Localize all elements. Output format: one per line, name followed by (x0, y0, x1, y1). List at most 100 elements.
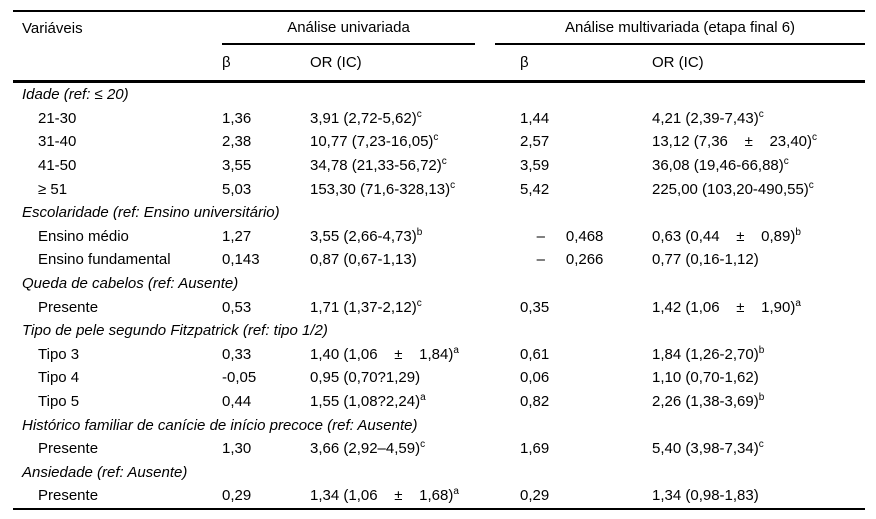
or-ci-text: 1,84 (1,26-2,70) (652, 345, 759, 363)
beta-multivariate-value: 1,69 (520, 440, 550, 458)
beta-univariate-value: 2,38 (222, 133, 252, 151)
table-row: 41-50 3,55 34,78 (21,33-56,72)c 3,59 36,08 (… (13, 154, 865, 178)
beta-univariate-value: 0,29 (222, 487, 252, 505)
or-ci-univariate-value: 3,91 (2,72-5,62)c (310, 109, 495, 127)
or-ci-text: 1,10 (0,70-1,62) (652, 369, 759, 387)
section-label: Tipo de pele segundo Fitzpatrick (ref: t… (22, 322, 328, 340)
beta-univariate-value: 3,55 (222, 157, 252, 175)
section-row: Idade (ref: ≤ 20) (13, 83, 865, 107)
table-row: Ensino médio 1,27 3,55 (2,66-4,73)b – 0,46… (13, 225, 865, 249)
or-ci-multivariate-value: 1,42 (1,06 ± 1,90)a (639, 297, 865, 316)
table-row: Tipo 3 0,33 1,40 (1,06 ± 1,84)a 0,61 1,84 (1… (13, 343, 865, 367)
or-ci-text: 3,66 (2,92–4,59) (310, 440, 421, 458)
column-group-multivariate-label: Análise multivariada (etapa final 6) (564, 19, 796, 36)
beta-univariate-value: 1,36 (222, 109, 252, 127)
section-label: Histórico familiar de canície de início … (22, 416, 418, 434)
or-ci-multivariate-value: 0,63 (0,44 ± 0,89)b (639, 227, 865, 245)
beta-multivariate-value: – 0,468 (520, 227, 604, 245)
or-ci-univariate-value: 3,66 (2,92–4,59)c (310, 439, 495, 458)
table-row: ≥ 51 5,03 153,30 (71,6-328,13)c 5,42 225,00 … (13, 177, 865, 201)
significance-superscript: a (453, 486, 459, 498)
column-header-beta-univariate: β (222, 54, 231, 71)
or-ci-multivariate-value: 4,21 (2,39-7,43)c (639, 109, 865, 127)
column-header-or-ci-univariate: OR (IC) (310, 54, 362, 71)
table-row: Tipo 5 0,44 1,55 (1,08?2,24)a 0,82 2,26 (1,3… (13, 390, 865, 414)
section-row: Tipo de pele segundo Fitzpatrick (ref: t… (13, 319, 865, 343)
or-ci-text: 0,87 (0,67-1,13) (310, 251, 417, 269)
table-row: 31-40 2,38 10,77 (7,23-16,05)c 2,57 13,12 (7… (13, 130, 865, 154)
beta-multivariate-value: 1,44 (520, 109, 550, 127)
beta-multivariate-value: 3,59 (520, 157, 550, 175)
or-ci-multivariate-value: 1,34 (0,98-1,83) (639, 487, 865, 504)
or-ci-univariate-value: 1,34 (1,06 ± 1,68)a (310, 486, 495, 505)
section-row: Ansiedade (ref: Ausente) (13, 461, 865, 485)
or-ci-multivariate-value: 13,12 (7,36 ± 23,40)c (639, 132, 865, 151)
or-ci-univariate-value: 1,71 (1,37-2,12)c (310, 298, 495, 316)
row-label: Presente (38, 440, 99, 458)
beta-multivariate-value: 0,82 (520, 393, 550, 411)
row-label: 41-50 (38, 157, 77, 175)
or-ci-univariate-value: 10,77 (7,23-16,05)c (310, 132, 495, 151)
or-ci-multivariate-value: 1,10 (0,70-1,62) (639, 369, 865, 386)
beta-multivariate-value: 2,57 (520, 133, 550, 151)
significance-superscript: c (420, 439, 426, 451)
significance-superscript: b (758, 392, 765, 404)
or-ci-multivariate-value: 0,77 (0,16-1,12) (639, 251, 865, 268)
significance-superscript: c (808, 179, 814, 191)
or-ci-text: 1,55 (1,08?2,24) (310, 393, 421, 411)
significance-superscript: c (812, 132, 817, 144)
significance-superscript: c (433, 132, 439, 144)
beta-univariate-value: 5,03 (222, 180, 252, 198)
table-row: Presente 0,53 1,71 (1,37-2,12)c 0,35 1,42 (1… (13, 295, 865, 319)
row-label: Presente (38, 487, 99, 505)
or-ci-multivariate-value: 2,26 (1,38-3,69)b (639, 392, 865, 411)
section-label: Escolaridade (ref: Ensino universitário) (22, 204, 280, 222)
beta-univariate-value: 0,53 (222, 298, 252, 316)
beta-univariate-value: 1,27 (222, 227, 252, 245)
significance-superscript: a (453, 344, 459, 356)
significance-superscript: c (450, 179, 456, 191)
significance-superscript: b (416, 226, 423, 238)
section-row: Histórico familiar de canície de início … (13, 413, 865, 437)
row-label: Ensino médio (38, 227, 129, 245)
or-ci-univariate-value: 34,78 (21,33-56,72)c (310, 156, 495, 175)
or-ci-univariate-value: 1,55 (1,08?2,24)a (310, 392, 495, 411)
or-ci-text: 1,40 (1,06 ± 1,84) (310, 345, 454, 363)
or-ci-text: 1,42 (1,06 ± 1,90) (652, 298, 796, 316)
or-ci-text: 5,40 (3,98-7,34) (652, 440, 759, 458)
section-row: Queda de cabelos (ref: Ausente) (13, 272, 865, 296)
or-ci-text: 0,77 (0,16-1,12) (652, 251, 759, 269)
column-group-univariate-label: Análise univariada (287, 19, 410, 36)
or-ci-multivariate-value: 225,00 (103,20-490,55)c (639, 179, 865, 198)
row-label: ≥ 51 (38, 180, 68, 198)
beta-multivariate-value: 0,61 (520, 345, 550, 363)
table-body: Idade (ref: ≤ 20) 21-30 1,36 3,91 (2,72-5,6… (13, 83, 865, 510)
significance-superscript: a (795, 297, 801, 309)
row-label: Presente (38, 298, 99, 316)
significance-superscript: c (441, 156, 447, 168)
beta-univariate-value: 1,30 (222, 440, 252, 458)
or-ci-text: 4,21 (2,39-7,43) (652, 109, 759, 127)
or-ci-text: 3,91 (2,72-5,62) (310, 109, 417, 127)
or-ci-text: 34,78 (21,33-56,72) (310, 157, 442, 175)
beta-multivariate-value: 0,35 (520, 298, 550, 316)
section-label: Idade (ref: ≤ 20) (22, 86, 129, 104)
table-row: Ensino fundamental 0,143 0,87 (0,67-1,13) … (13, 248, 865, 272)
significance-superscript: b (758, 344, 765, 356)
beta-univariate-value: 0,33 (222, 345, 252, 363)
column-group-multivariate-analysis: Análise multivariada (etapa final 6) (495, 12, 865, 45)
beta-multivariate-value: 0,06 (520, 369, 550, 387)
or-ci-text: 1,34 (0,98-1,83) (652, 487, 759, 505)
table-row: Presente 1,30 3,66 (2,92–4,59)c 1,69 5,40 (3… (13, 437, 865, 461)
column-header-beta-multivariate: β (520, 54, 529, 71)
or-ci-text: 2,26 (1,38-3,69) (652, 393, 759, 411)
or-ci-text: 1,71 (1,37-2,12) (310, 298, 417, 316)
table-row: Presente 0,29 1,34 (1,06 ± 1,68)a 0,29 1,34 … (13, 484, 865, 508)
table-header-groups: Variáveis Análise univariada Análise mul… (13, 12, 865, 45)
column-group-univariate-analysis: Análise univariada (222, 12, 475, 45)
section-row: Escolaridade (ref: Ensino universitário) (13, 201, 865, 225)
section-label: Queda de cabelos (ref: Ausente) (22, 275, 239, 293)
or-ci-text: 1,34 (1,06 ± 1,68) (310, 487, 454, 505)
beta-multivariate-value: 5,42 (520, 180, 550, 198)
significance-superscript: a (420, 392, 426, 404)
